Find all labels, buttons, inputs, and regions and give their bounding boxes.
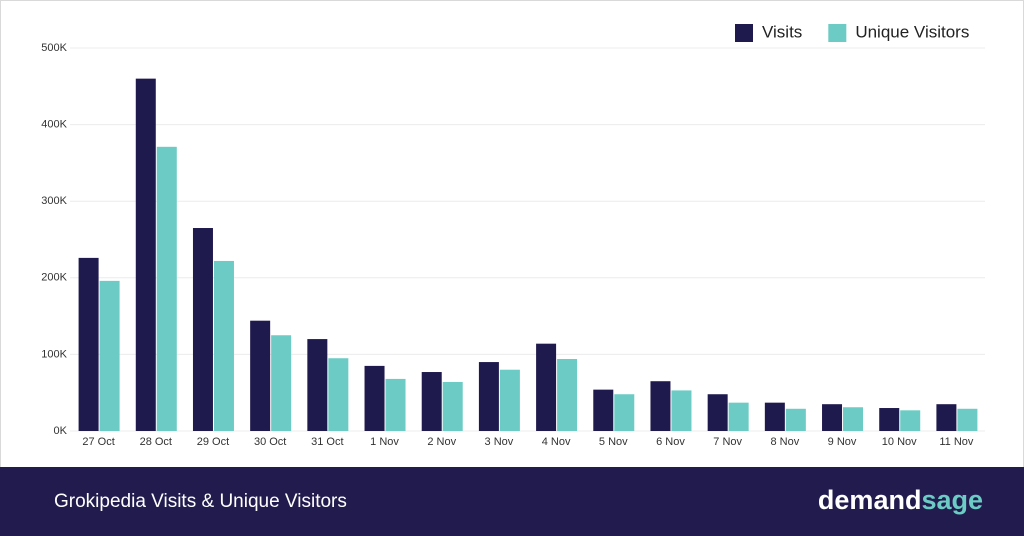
legend-swatch <box>828 24 847 42</box>
x-tick-label: 31 Oct <box>311 436 343 448</box>
bar <box>879 408 900 431</box>
bar <box>822 404 843 431</box>
x-tick-label: 7 Nov <box>713 436 742 448</box>
bar <box>442 381 463 431</box>
bar <box>843 407 864 431</box>
bar <box>385 378 406 431</box>
y-tick-label: 500K <box>41 42 67 54</box>
x-tick-label: 27 Oct <box>82 436 114 448</box>
bar <box>499 369 520 431</box>
bar <box>156 146 177 431</box>
bar <box>671 390 692 431</box>
x-tick-label: 29 Oct <box>197 436 229 448</box>
legend-swatch <box>735 24 753 42</box>
y-tick-label: 400K <box>41 119 67 131</box>
y-tick-label: 100K <box>41 348 67 360</box>
brand-part: sage <box>921 485 983 515</box>
brand-logo: demandsage <box>818 485 983 515</box>
y-tick-label: 300K <box>41 195 67 207</box>
x-tick-label: 8 Nov <box>770 436 799 448</box>
brand-part: demand <box>818 485 922 515</box>
bar <box>99 280 120 431</box>
x-tick-label: 6 Nov <box>656 436 685 448</box>
bar <box>421 372 442 431</box>
bar <box>557 358 578 431</box>
bar <box>614 394 635 431</box>
legend-label: Unique Visitors <box>855 22 969 41</box>
x-tick-label: 1 Nov <box>370 436 399 448</box>
bar <box>593 389 614 431</box>
bar <box>957 408 978 431</box>
x-tick-label: 30 Oct <box>254 436 286 448</box>
x-tick-label: 3 Nov <box>485 436 514 448</box>
bar <box>650 381 671 431</box>
bar <box>364 365 385 431</box>
bar <box>307 339 328 431</box>
bar <box>135 78 156 431</box>
bar <box>192 228 213 431</box>
legend-label: Visits <box>762 22 802 41</box>
chart-title: Grokipedia Visits & Unique Visitors <box>54 491 347 512</box>
y-tick-label: 200K <box>41 272 67 284</box>
bar <box>250 320 271 431</box>
x-tick-label: 10 Nov <box>882 436 917 448</box>
x-tick-label: 4 Nov <box>542 436 571 448</box>
y-tick-label: 0K <box>54 425 68 437</box>
bar <box>728 402 749 431</box>
bar <box>536 343 557 431</box>
bar <box>936 404 957 431</box>
x-tick-label: 5 Nov <box>599 436 628 448</box>
bar <box>478 362 499 431</box>
bar <box>764 402 785 431</box>
x-tick-label: 2 Nov <box>427 436 456 448</box>
x-tick-label: 11 Nov <box>939 436 974 448</box>
footer-band <box>0 467 1024 536</box>
x-tick-label: 9 Nov <box>828 436 857 448</box>
bar <box>328 358 349 431</box>
bar <box>900 410 921 431</box>
bar <box>271 335 292 431</box>
x-tick-label: 28 Oct <box>140 436 172 448</box>
bar <box>213 260 234 431</box>
bar <box>707 394 728 431</box>
bar <box>785 408 806 431</box>
bar <box>78 257 99 431</box>
